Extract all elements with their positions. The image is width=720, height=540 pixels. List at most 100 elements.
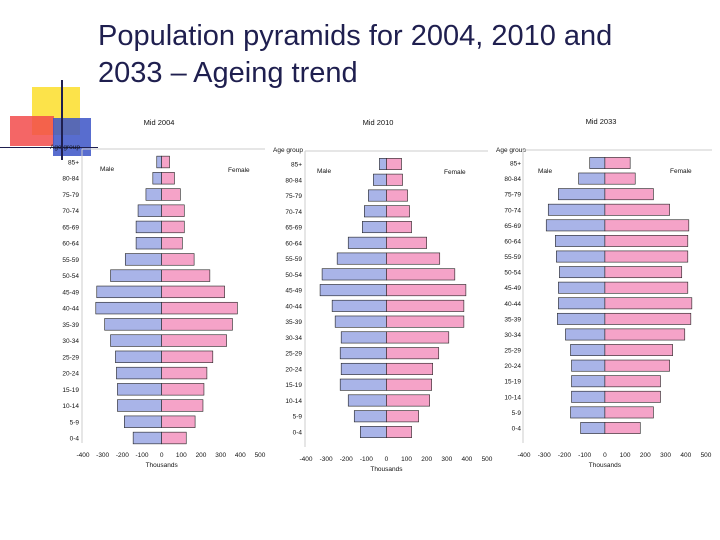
female-bar	[161, 188, 181, 201]
age-category-label: 60-64	[285, 240, 302, 247]
x-tick-label: 200	[421, 456, 432, 463]
female-bar	[161, 301, 238, 315]
male-bar	[570, 344, 606, 356]
female-bar	[386, 252, 441, 265]
male-bar	[558, 188, 606, 201]
x-tick-label: -100	[578, 452, 591, 459]
age-category-label: 10-14	[62, 403, 79, 410]
age-category-label: 20-24	[62, 371, 79, 378]
age-category-label: 30-34	[504, 332, 521, 339]
female-bar	[604, 281, 689, 294]
male-bar	[578, 172, 606, 185]
chart-title: Mid 2010	[363, 118, 394, 127]
x-tick-label: 400	[680, 452, 691, 459]
age-category-label: 15-19	[504, 379, 521, 386]
age-category-label: 50-54	[62, 273, 79, 280]
deco-red-square	[10, 116, 54, 146]
female-bar	[386, 158, 402, 170]
x-tick-label: 300	[215, 452, 226, 459]
x-tick-label: 500	[701, 452, 712, 459]
age-category-label: 25-29	[285, 351, 302, 358]
male-bar	[571, 359, 606, 372]
female-bar	[161, 204, 185, 217]
female-label: Female	[228, 167, 250, 174]
male-bar	[555, 235, 606, 247]
female-bar	[161, 155, 170, 169]
age-category-label: 50-54	[504, 270, 521, 277]
female-bar	[161, 366, 208, 380]
female-bar	[161, 285, 225, 299]
male-label: Male	[317, 168, 331, 175]
age-category-label: 5-9	[512, 410, 522, 417]
female-bar	[604, 250, 689, 263]
female-bar	[604, 422, 641, 434]
x-tick-label: -200	[558, 452, 571, 459]
age-category-label: 35-39	[285, 319, 302, 326]
female-bar	[604, 390, 661, 403]
age-category-label: 40-44	[62, 306, 79, 313]
female-bar	[604, 344, 673, 356]
age-category-label: 45-49	[285, 288, 302, 295]
y-axis-label: Age group	[496, 147, 526, 154]
x-tick-label: -300	[320, 456, 333, 463]
female-bar	[604, 312, 692, 325]
male-bar	[558, 281, 606, 294]
male-bar	[571, 390, 606, 403]
x-tick-label: -100	[360, 456, 373, 463]
x-tick-label: 200	[196, 452, 207, 459]
female-bar	[604, 219, 690, 232]
x-tick-label: -400	[517, 452, 530, 459]
age-category-label: 85+	[510, 161, 521, 168]
x-tick-label: -100	[135, 452, 148, 459]
age-category-label: 40-44	[285, 303, 302, 310]
deco-blue-square	[53, 118, 91, 156]
female-bar	[604, 297, 693, 310]
age-category-label: 15-19	[62, 387, 79, 394]
female-bar	[161, 172, 175, 185]
age-category-label: 75-79	[62, 192, 79, 199]
age-category-label: 75-79	[285, 193, 302, 200]
age-category-label: 30-34	[285, 335, 302, 342]
age-category-label: 55-59	[62, 257, 79, 264]
female-bar	[386, 362, 434, 375]
age-category-label: 65-69	[504, 223, 521, 230]
age-category-label: 0-4	[512, 426, 522, 433]
female-bar	[161, 237, 183, 250]
x-axis-label: Thousands	[589, 462, 622, 469]
age-category-label: 40-44	[504, 301, 521, 308]
deco-horizontal-line	[0, 147, 98, 148]
x-tick-label: -200	[116, 452, 129, 459]
age-category-label: 5-9	[70, 419, 80, 426]
female-bar	[604, 359, 670, 372]
age-category-label: 0-4	[293, 430, 303, 437]
age-category-label: 60-64	[504, 238, 521, 245]
female-bar	[386, 315, 465, 328]
age-category-label: 60-64	[62, 241, 79, 248]
x-tick-label: 500	[482, 456, 493, 463]
female-bar	[161, 269, 211, 282]
female-bar	[386, 347, 440, 360]
x-tick-label: 500	[255, 452, 266, 459]
age-category-label: 45-49	[62, 289, 79, 296]
female-bar	[386, 394, 430, 407]
female-bar	[161, 415, 196, 428]
age-category-label: 80-84	[504, 176, 521, 183]
age-category-label: 15-19	[285, 382, 302, 389]
x-tick-label: -400	[299, 456, 312, 463]
y-axis-label: Age group	[273, 147, 303, 154]
female-bar	[386, 378, 432, 391]
male-bar	[558, 297, 606, 310]
male-bar	[559, 266, 606, 279]
female-bar	[161, 399, 204, 412]
female-bar	[161, 431, 187, 445]
female-bar	[386, 426, 412, 438]
x-axis-label: Thousands	[146, 462, 179, 469]
female-bar	[604, 235, 689, 247]
female-bar	[604, 157, 631, 169]
age-category-label: 80-84	[62, 176, 79, 183]
age-category-label: 85+	[291, 162, 302, 169]
female-bar	[161, 253, 195, 266]
age-category-label: 5-9	[293, 414, 303, 421]
